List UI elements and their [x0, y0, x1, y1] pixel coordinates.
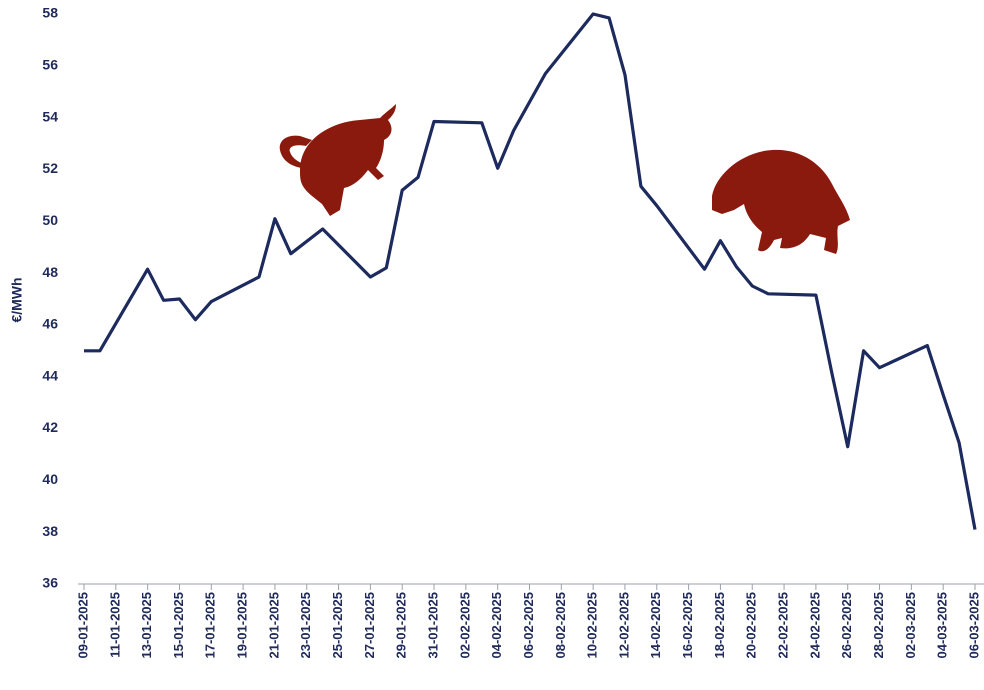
x-tick-label: 02-03-2025 — [903, 592, 918, 659]
y-tick-label: 40 — [42, 471, 58, 487]
x-tick-label: 25-01-2025 — [330, 592, 345, 659]
x-tick-label: 06-02-2025 — [521, 592, 536, 659]
x-tick-label: 31-01-2025 — [425, 592, 440, 659]
x-tick-label: 28-02-2025 — [871, 592, 886, 659]
x-tick-label: 27-01-2025 — [362, 592, 377, 659]
bear-icon — [712, 149, 850, 254]
price-line — [84, 12, 977, 530]
x-tick-label: 18-02-2025 — [712, 592, 727, 659]
x-tick-label: 21-01-2025 — [266, 592, 281, 659]
x-tick-label: 23-01-2025 — [298, 592, 313, 659]
x-tick-label: 24-02-2025 — [807, 592, 822, 659]
y-tick-label: 42 — [42, 419, 58, 435]
x-tick-label: 22-02-2025 — [776, 592, 791, 659]
x-tick-label: 20-02-2025 — [744, 592, 759, 659]
x-tick-label: 11-01-2025 — [107, 592, 122, 658]
bull-icon — [279, 104, 396, 216]
y-tick-label: 52 — [42, 160, 58, 176]
y-tick-label: 58 — [42, 5, 58, 21]
y-tick-label: 44 — [42, 367, 58, 383]
y-tick-label: 54 — [42, 108, 58, 124]
x-tick-label: 08-02-2025 — [553, 592, 568, 659]
y-tick-label: 36 — [42, 575, 58, 591]
x-tick-label: 13-01-2025 — [139, 592, 154, 659]
y-axis-label: €/MWh — [9, 277, 25, 322]
x-tick-label: 29-01-2025 — [394, 592, 409, 659]
x-tick-label: 14-02-2025 — [648, 592, 663, 659]
y-tick-label: 38 — [42, 523, 58, 539]
x-tick-label: 26-02-2025 — [839, 592, 854, 659]
x-tick-label: 04-03-2025 — [935, 592, 950, 659]
x-tick-label: 10-02-2025 — [585, 592, 600, 659]
y-tick-label: 46 — [42, 316, 58, 332]
x-tick-label: 15-01-2025 — [171, 592, 186, 659]
y-tick-label: 50 — [42, 212, 58, 228]
x-tick-label: 04-02-2025 — [489, 592, 504, 659]
x-tick-label: 17-01-2025 — [203, 592, 218, 659]
y-tick-label: 48 — [42, 264, 58, 280]
x-tick-label: 06-03-2025 — [966, 592, 981, 659]
y-tick-label: 56 — [42, 57, 58, 73]
x-tick-label: 02-02-2025 — [457, 592, 472, 659]
x-tick-label: 09-01-2025 — [75, 592, 90, 659]
x-tick-label: 16-02-2025 — [680, 592, 695, 659]
x-tick-label: 19-01-2025 — [235, 592, 250, 659]
x-tick-label: 12-02-2025 — [616, 592, 631, 659]
